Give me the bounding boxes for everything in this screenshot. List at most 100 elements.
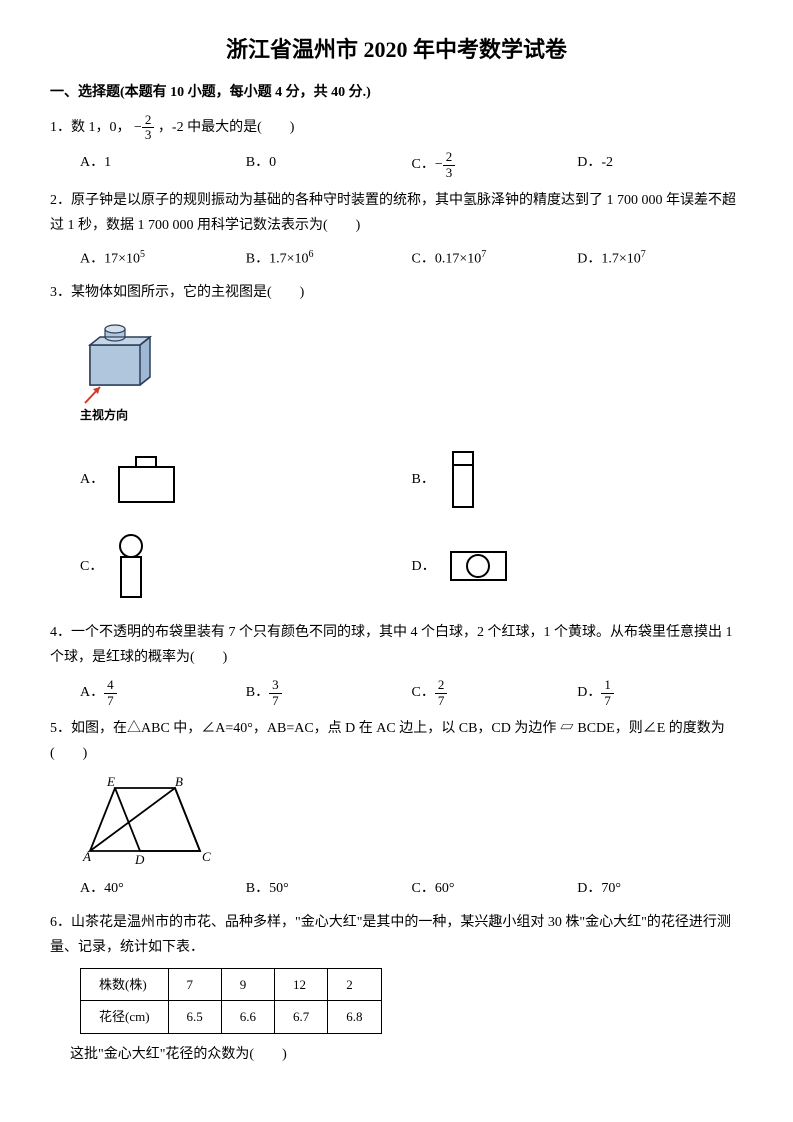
q3-caption: 主视方向 xyxy=(80,405,743,427)
q5-label-C: C xyxy=(202,849,211,864)
q4-optA-pre: A． xyxy=(80,685,104,700)
q1-text-post: ，-2 中最大的是( ) xyxy=(158,120,295,135)
q1-neg: − xyxy=(134,120,142,135)
q6-table: 株数(株) 7 9 12 2 花径(cm) 6.5 6.6 6.7 6.8 xyxy=(80,968,382,1034)
question-1: 1．数 1，0， −23 ，-2 中最大的是( ) xyxy=(50,113,743,143)
q4-optB-den: 7 xyxy=(269,694,282,708)
q1-optC: C．−23 xyxy=(412,150,578,180)
table-row: 花径(cm) 6.5 6.6 6.7 6.8 xyxy=(81,1001,382,1033)
q6-row1-label: 株数(株) xyxy=(81,968,169,1000)
q3-optC-wrap: C． xyxy=(80,532,412,602)
q6-r1c4: 2 xyxy=(328,968,381,1000)
q5-triangle-icon: A B C D E xyxy=(80,776,220,866)
q4-optC-num: 2 xyxy=(435,678,448,693)
q6-r2c4: 6.8 xyxy=(328,1001,381,1033)
q5-optD: D．70° xyxy=(577,876,743,901)
q6-r1c2: 9 xyxy=(221,968,274,1000)
q5-figure: A B C D E xyxy=(80,776,743,866)
q1-optC-num: 2 xyxy=(443,150,456,165)
q2-optB-sup: 6 xyxy=(308,249,313,260)
q4-optD-frac: 17 xyxy=(601,678,614,708)
q5-optB: B．50° xyxy=(246,876,412,901)
q4-optD-pre: D． xyxy=(577,685,601,700)
q2-optC-pre: C．0.17×10 xyxy=(412,252,482,267)
q1-optC-neg: − xyxy=(435,157,443,172)
q2-optD: D．1.7×107 xyxy=(577,246,743,272)
q5-label-B: B xyxy=(175,776,183,789)
q6-r1c3: 12 xyxy=(275,968,328,1000)
q4-optB-pre: B． xyxy=(246,685,269,700)
q2-optA-sup: 5 xyxy=(140,249,145,260)
question-3: 3．某物体如图所示，它的主视图是( ) xyxy=(50,280,743,305)
question-5: 5．如图，在△ABC 中，∠A=40°，AB=AC，点 D 在 AC 边上，以 … xyxy=(50,716,743,766)
q1-optC-pre: C． xyxy=(412,157,435,172)
q2-optD-pre: D．1.7×10 xyxy=(577,252,641,267)
q4-optB: B．37 xyxy=(246,678,412,708)
q4-optB-num: 3 xyxy=(269,678,282,693)
q6-r2c3: 6.7 xyxy=(275,1001,328,1033)
q2-optA: A．17×105 xyxy=(80,246,246,272)
q1-frac-num: 2 xyxy=(142,113,155,128)
table-row: 株数(株) 7 9 12 2 xyxy=(81,968,382,1000)
q2-optC: C．0.17×107 xyxy=(412,246,578,272)
q3-optA-wrap: A． xyxy=(80,447,412,512)
q4-optC-den: 7 xyxy=(435,694,448,708)
q2-optA-pre: A．17×10 xyxy=(80,252,140,267)
q1-text-pre: 1．数 1，0， xyxy=(50,120,134,135)
section-header: 一、选择题(本题有 10 小题，每小题 4 分，共 40 分.) xyxy=(50,80,743,105)
q5-label-E: E xyxy=(106,776,115,789)
q5-label-A: A xyxy=(82,849,91,864)
q4-optA-frac: 47 xyxy=(104,678,117,708)
q3-optB-icon xyxy=(445,447,485,512)
q5-options: A．40° B．50° C．60° D．70° xyxy=(80,876,743,901)
q1-options: A．1 B．0 C．−23 D．-2 xyxy=(80,150,743,180)
q4-optA-den: 7 xyxy=(104,694,117,708)
page-title: 浙江省温州市 2020 年中考数学试卷 xyxy=(50,30,743,70)
q4-optB-frac: 37 xyxy=(269,678,282,708)
q3-figure-options: A． B． C． D． xyxy=(80,437,743,612)
q6-r2c2: 6.6 xyxy=(221,1001,274,1033)
q2-options: A．17×105 B．1.7×106 C．0.17×107 D．1.7×107 xyxy=(80,246,743,272)
q6-r1c1: 7 xyxy=(168,968,221,1000)
q6-end: 这批"金心大红"花径的众数为( ) xyxy=(70,1042,743,1067)
q2-optB: B．1.7×106 xyxy=(246,246,412,272)
q2-optC-sup: 7 xyxy=(481,249,486,260)
q5-optC: C．60° xyxy=(412,876,578,901)
q4-optD: D．17 xyxy=(577,678,743,708)
q3-main-figure: 主视方向 xyxy=(80,315,743,427)
q3-optA: A． xyxy=(80,467,104,492)
q4-optA-num: 4 xyxy=(104,678,117,693)
q6-r2c1: 6.5 xyxy=(168,1001,221,1033)
q4-optC-frac: 27 xyxy=(435,678,448,708)
q3-optD-wrap: D． xyxy=(412,532,744,602)
q3-optC: C． xyxy=(80,554,103,579)
q1-optA: A．1 xyxy=(80,150,246,180)
q6-row2-label: 花径(cm) xyxy=(81,1001,169,1033)
q1-optC-frac: 23 xyxy=(443,150,456,180)
q5-label-D: D xyxy=(134,852,145,866)
q5-optA: A．40° xyxy=(80,876,246,901)
q4-optC: C．27 xyxy=(412,678,578,708)
q1-frac: 23 xyxy=(142,113,155,143)
q3-optD: D． xyxy=(412,554,436,579)
q4-optD-den: 7 xyxy=(601,694,614,708)
q3-optD-icon xyxy=(446,547,516,587)
q4-optD-num: 1 xyxy=(601,678,614,693)
q3-optC-icon xyxy=(113,532,153,602)
question-2: 2．原子钟是以原子的规则振动为基础的各种守时装置的统称，其中氢脉泽钟的精度达到了… xyxy=(50,188,743,238)
question-4: 4．一个不透明的布袋里装有 7 个只有颜色不同的球，其中 4 个白球，2 个红球… xyxy=(50,620,743,670)
q2-optB-pre: B．1.7×10 xyxy=(246,252,309,267)
question-6: 6．山茶花是温州市的市花、品种多样，"金心大红"是其中的一种，某兴趣小组对 30… xyxy=(50,910,743,960)
q1-optB: B．0 xyxy=(246,150,412,180)
q3-optA-icon xyxy=(114,452,184,507)
q2-optD-sup: 7 xyxy=(641,249,646,260)
q4-optC-pre: C． xyxy=(412,685,435,700)
q4-options: A．47 B．37 C．27 D．17 xyxy=(80,678,743,708)
q1-optC-den: 3 xyxy=(443,166,456,180)
q1-optD: D．-2 xyxy=(577,150,743,180)
q3-3d-icon xyxy=(80,315,170,405)
q3-optB-wrap: B． xyxy=(412,447,744,512)
q1-frac-den: 3 xyxy=(142,128,155,142)
q4-optA: A．47 xyxy=(80,678,246,708)
q3-optB: B． xyxy=(412,467,435,492)
